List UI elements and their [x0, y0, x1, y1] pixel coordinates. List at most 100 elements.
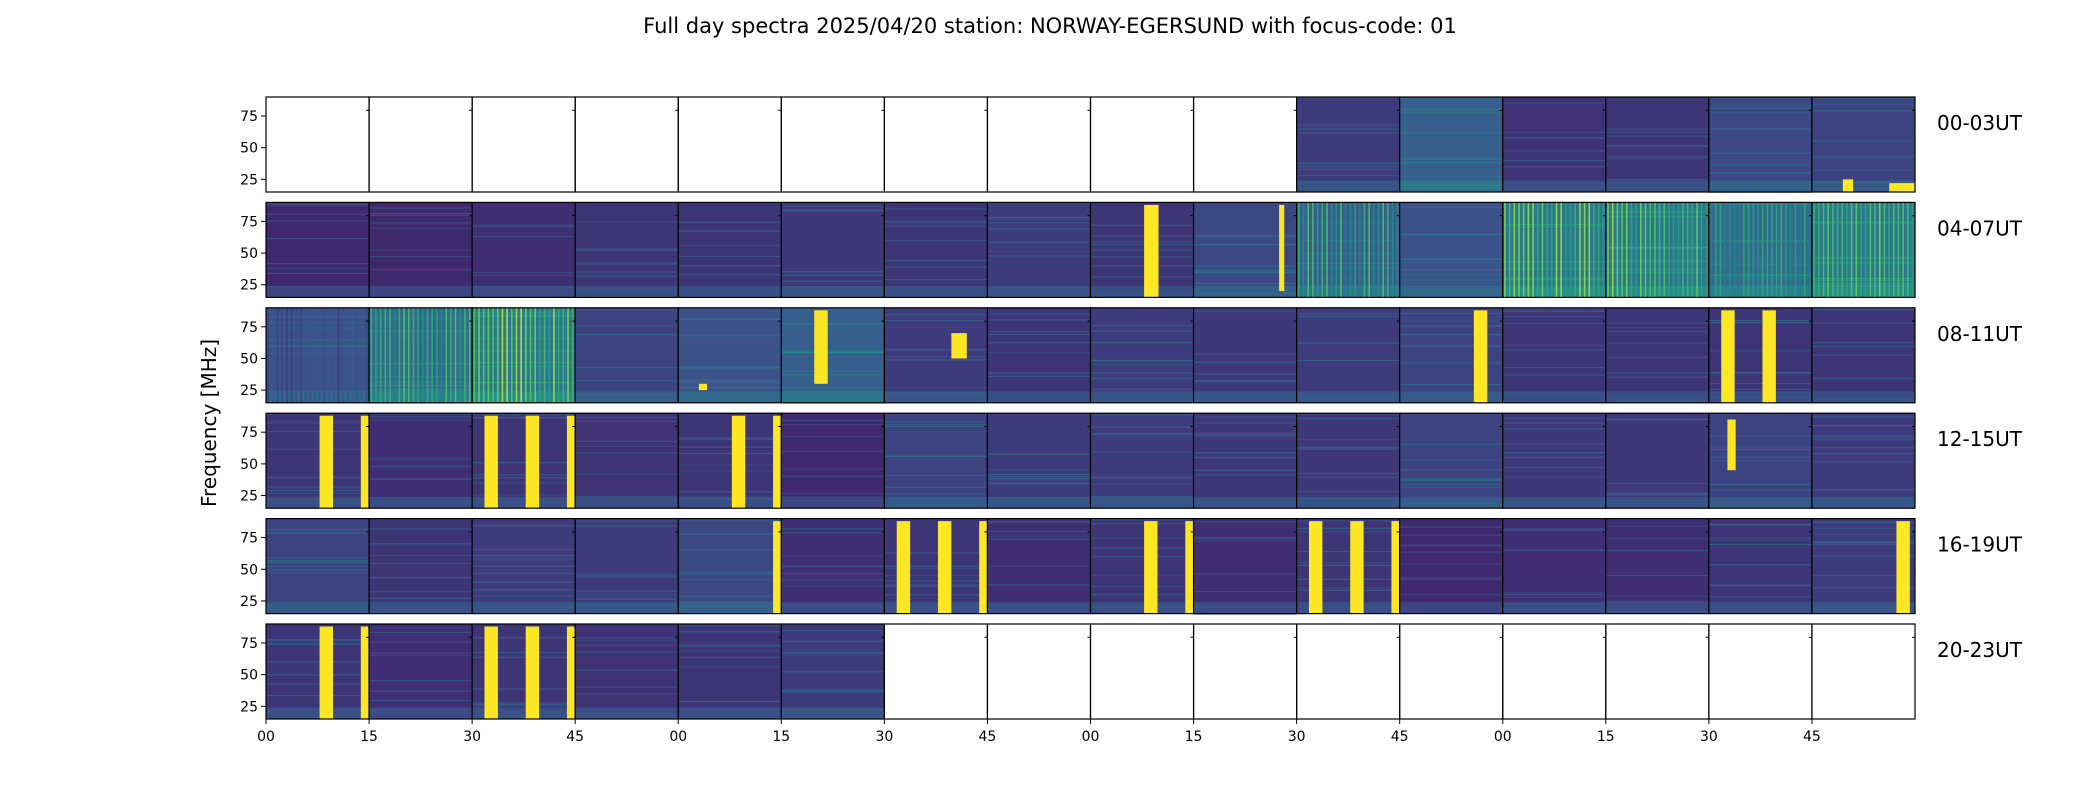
spectrum-texture-line	[678, 700, 782, 703]
spectrum-panel	[1089, 517, 1195, 615]
row-label: 08-11UT	[1937, 322, 2023, 346]
spectrum-background	[1502, 413, 1606, 509]
spectrum-panel	[1089, 307, 1195, 404]
burst	[1473, 310, 1488, 403]
stripe	[548, 307, 551, 403]
spectrum-texture-line	[1090, 364, 1194, 366]
spectrum-background	[781, 202, 885, 298]
spectrum-texture-line	[266, 213, 370, 215]
stripe	[1583, 202, 1586, 298]
spectrum-texture-line	[472, 275, 576, 277]
spectrum-texture-line	[1502, 596, 1606, 598]
spectrum-texture-line	[266, 220, 370, 222]
spectrum-texture-line	[1708, 278, 1812, 280]
spectrum-texture-line	[987, 565, 1091, 567]
spectrum-texture-line	[369, 591, 473, 593]
low-band	[678, 496, 782, 509]
spectrum-texture-line	[575, 520, 679, 522]
low-band	[1502, 602, 1606, 614]
spectrum-background	[678, 202, 782, 298]
spectrum-texture-line	[1502, 466, 1606, 469]
spectrum-texture-line	[472, 366, 576, 368]
stripe	[300, 307, 302, 403]
spectrum-texture-line	[1502, 344, 1606, 347]
spectrum-background	[781, 413, 885, 509]
spectrum-texture-line	[987, 202, 1091, 204]
spectrum-texture-line	[1399, 544, 1503, 546]
stripe	[1710, 202, 1712, 298]
spectrum-texture-line	[1605, 376, 1709, 378]
panel-grid: 25 50 75 25 50 75 25 50 75 25 50 75 25 50 75 25 50 75	[240, 96, 1916, 720]
stripe	[1602, 202, 1605, 298]
spectrum-texture-line	[678, 644, 782, 646]
spectrum-texture-line	[1296, 313, 1400, 315]
spectrum-texture-line	[884, 486, 988, 488]
spectrum-texture-line	[1193, 538, 1297, 540]
spectrum-texture-line	[1193, 452, 1297, 454]
spectrum-background	[1399, 97, 1503, 192]
low-band	[1090, 391, 1194, 403]
spectrum-texture-line	[678, 631, 782, 633]
stripe	[1396, 202, 1399, 298]
stripe	[1611, 202, 1614, 298]
spectrum-texture-line	[1296, 316, 1400, 318]
low-band	[1811, 286, 1915, 298]
spectrum-texture-line	[1502, 150, 1606, 152]
y-tick-label: 25	[240, 594, 258, 610]
stripe	[370, 307, 373, 403]
spectrum-panel	[265, 517, 370, 615]
panel-frame	[1811, 623, 1916, 720]
stripe	[393, 307, 396, 403]
low-band	[1502, 180, 1606, 192]
low-band	[1296, 180, 1400, 192]
spectrum-texture-line	[678, 601, 782, 603]
stripe	[1907, 202, 1909, 298]
spectrum-texture-line	[472, 688, 576, 690]
spectrum-texture-line	[472, 235, 576, 237]
spectrum-texture-line	[781, 640, 885, 642]
spectrum-texture-line	[1296, 124, 1400, 126]
stripe	[426, 307, 429, 403]
spectrum-texture-line	[884, 594, 988, 596]
spectrum-texture-line	[1811, 541, 1915, 544]
spectrum-texture-line	[266, 430, 370, 433]
panel-frame	[986, 96, 1092, 193]
stripe	[543, 307, 546, 403]
spectrum-texture-line	[575, 644, 679, 646]
spectrum-background	[1399, 518, 1503, 614]
stripe	[1850, 202, 1853, 298]
stripe	[1644, 202, 1647, 298]
spectrum-texture-line	[1811, 322, 1915, 324]
spectrum-texture-line	[884, 575, 988, 577]
spectrum-panel	[780, 623, 885, 720]
spectrum-texture-line	[575, 262, 679, 264]
spectrum-background	[1296, 413, 1400, 509]
spectrum-texture-line	[1399, 483, 1503, 485]
stripe	[1794, 202, 1797, 298]
low-band	[1708, 496, 1812, 509]
spectrum-panel	[471, 96, 576, 193]
spectrum-texture-line	[884, 552, 988, 554]
spectrum-texture-line	[1708, 319, 1812, 322]
spectrum-background	[266, 202, 370, 298]
spectrum-texture-line	[472, 565, 576, 567]
spectrum-texture-line	[884, 567, 988, 569]
burst	[1308, 521, 1323, 614]
spectrum-texture-line	[266, 420, 370, 423]
spectrum-texture-line	[987, 538, 1091, 540]
spectrum-panel	[1399, 201, 1504, 298]
spectrum-texture-line	[1296, 174, 1400, 176]
x-tick-label: 15	[1185, 729, 1203, 745]
stripe	[534, 307, 537, 403]
spectrum-panel	[1296, 412, 1401, 509]
spectrum-texture-line	[1399, 534, 1503, 536]
spectrum-texture-line	[884, 208, 988, 210]
stripe	[1654, 202, 1656, 298]
x-tick-label: 00	[257, 729, 275, 745]
stripe	[1551, 202, 1553, 298]
stripe	[1541, 202, 1544, 298]
spectrum-texture-line	[678, 470, 782, 472]
x-tick-label: 00	[669, 729, 687, 745]
low-band	[1708, 180, 1812, 192]
spectrum-texture-line	[987, 474, 1091, 476]
